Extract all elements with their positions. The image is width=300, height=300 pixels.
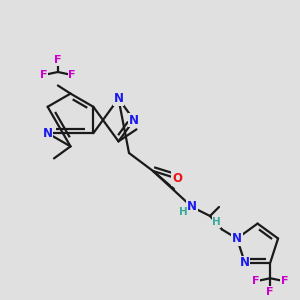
Text: F: F — [54, 55, 62, 65]
Text: N: N — [129, 113, 139, 127]
Text: N: N — [43, 127, 52, 140]
Text: H: H — [212, 217, 221, 227]
Text: O: O — [172, 172, 182, 185]
Text: N: N — [187, 200, 197, 214]
Text: N: N — [113, 92, 124, 105]
Text: H: H — [179, 207, 188, 218]
Text: F: F — [68, 70, 76, 80]
Text: F: F — [40, 70, 47, 80]
Text: F: F — [266, 287, 274, 297]
Text: F: F — [281, 276, 288, 286]
Text: N: N — [240, 256, 250, 269]
Text: N: N — [232, 232, 242, 245]
Text: F: F — [252, 276, 260, 286]
